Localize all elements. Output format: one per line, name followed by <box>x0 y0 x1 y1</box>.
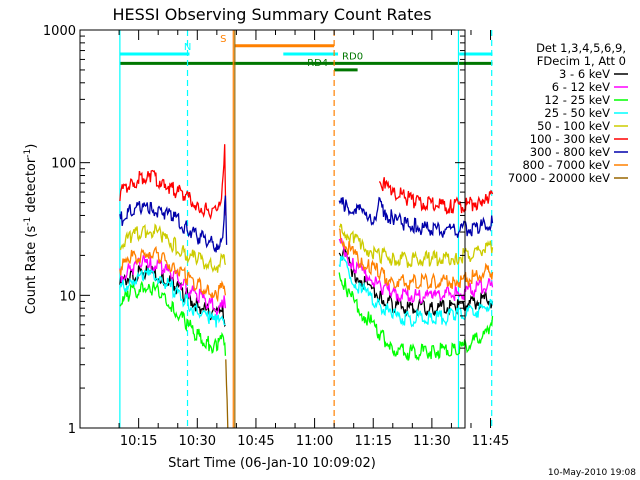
legend-entry-label: 50 - 100 keV <box>537 119 610 133</box>
x-tick-label: 11:30 <box>413 434 450 449</box>
x-tick-label: 11:00 <box>296 434 333 449</box>
x-tick-label: 10:30 <box>179 434 216 449</box>
legend-entry-label: 800 - 7000 keV <box>522 158 610 172</box>
y-tick-label: 10 <box>59 289 76 304</box>
chart-title: HESSI Observing Summary Count Rates <box>112 5 431 24</box>
flag-label: S <box>220 34 226 45</box>
y-axis-label-end: ) <box>24 144 39 149</box>
y-axis-label-main: Count Rate (s <box>24 226 39 315</box>
y-axis: 1 10 100 1000 <box>43 24 465 437</box>
series-layer <box>119 144 494 429</box>
plot-frame <box>79 29 466 429</box>
flag-label: RD0 <box>342 51 363 62</box>
legend-header: FDecim 1, Att 0 <box>537 54 626 68</box>
y-tick-label: 1 <box>68 422 76 437</box>
x-tick-label: 11:45 <box>472 434 509 449</box>
series-line <box>119 280 227 356</box>
series-line <box>225 359 229 429</box>
y-tick-label: 100 <box>51 157 76 172</box>
series-line <box>119 223 227 273</box>
flags-layer: N S RD0 RD4 <box>119 34 493 72</box>
flag-label: N <box>184 42 191 53</box>
x-tick-label: 10:15 <box>120 434 157 449</box>
series-line <box>338 272 494 362</box>
legend-entry-label: 25 - 50 keV <box>544 106 610 120</box>
y-axis-label: Count Rate (s-1 detector-1) <box>23 144 39 315</box>
x-axis-label: Start Time (06-Jan-10 10:09:02) <box>168 456 376 471</box>
x-tick-label: 11:15 <box>355 434 392 449</box>
x-tick-label: 10:45 <box>237 434 274 449</box>
y-axis-label-mid: detector <box>24 157 39 217</box>
series-line <box>338 237 494 305</box>
y-axis-label-sup2: -1 <box>23 149 33 158</box>
series-line <box>379 177 494 215</box>
series-line <box>338 223 494 268</box>
series-line <box>119 195 228 253</box>
legend-entry-label: 7000 - 20000 keV <box>508 171 610 185</box>
vlines-layer <box>119 30 493 428</box>
series-line <box>338 228 494 291</box>
series-line <box>338 254 494 328</box>
series-line <box>119 267 226 328</box>
legend: Det 1,3,4,5,6,9,FDecim 1, Att 03 - 6 keV… <box>508 41 628 185</box>
series-line <box>338 247 494 318</box>
series-line <box>119 245 227 303</box>
legend-entry-label: 300 - 800 keV <box>530 145 610 159</box>
y-tick-label: 1000 <box>43 24 76 39</box>
legend-header: Det 1,3,4,5,6,9, <box>536 41 626 55</box>
y-axis-label-sup1: -1 <box>23 217 33 226</box>
series-line <box>119 144 227 221</box>
footer-date: 10-May-2010 19:08 <box>548 468 636 478</box>
flag-label: RD4 <box>307 58 328 69</box>
legend-entry-label: 100 - 300 keV <box>530 132 610 146</box>
legend-entry-label: 3 - 6 keV <box>559 67 610 81</box>
series-line <box>338 196 494 238</box>
legend-entry-label: 12 - 25 keV <box>544 93 610 107</box>
x-axis: 10:15 10:30 10:45 11:00 11:15 11:30 11:45 <box>118 30 509 449</box>
legend-entry-label: 6 - 12 keV <box>552 80 610 94</box>
